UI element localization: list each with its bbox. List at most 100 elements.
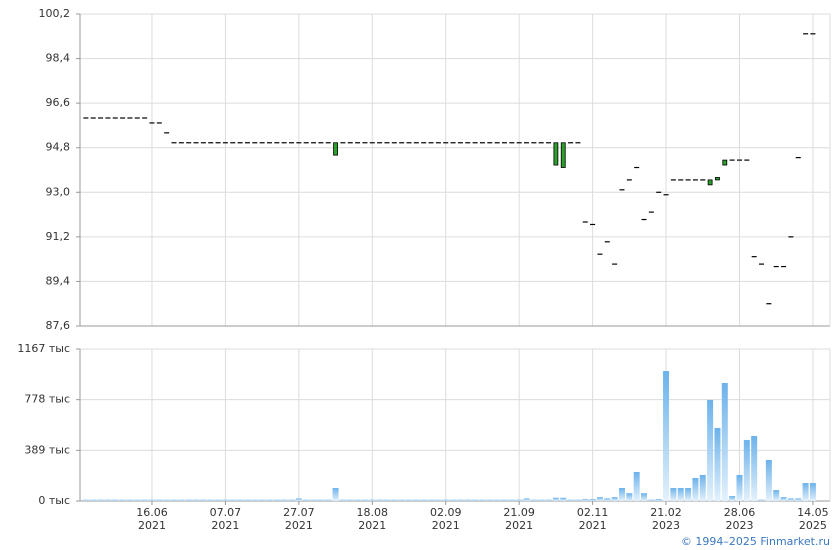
bar xyxy=(787,498,794,501)
bar xyxy=(699,474,706,501)
bar xyxy=(641,493,648,501)
bar xyxy=(773,490,780,501)
bar xyxy=(134,499,141,501)
bar xyxy=(780,497,787,501)
bar xyxy=(295,498,302,501)
bar xyxy=(171,499,177,501)
bar xyxy=(229,499,236,501)
bar xyxy=(435,499,442,501)
bar xyxy=(721,382,728,501)
bar xyxy=(428,499,435,501)
bar xyxy=(479,499,486,501)
x-tick-label: 07.07 2021 xyxy=(210,506,242,532)
bar xyxy=(501,499,508,501)
bar xyxy=(450,499,457,501)
bar xyxy=(516,499,523,501)
y-tick-label: 91,2 xyxy=(46,230,71,243)
bar xyxy=(795,498,802,501)
bar xyxy=(809,483,816,501)
bar xyxy=(347,499,354,501)
bar xyxy=(626,493,633,501)
bar xyxy=(472,499,479,501)
bar xyxy=(163,499,170,501)
bar xyxy=(611,497,618,501)
bar xyxy=(325,499,332,501)
bar xyxy=(126,499,133,501)
bar xyxy=(765,459,772,501)
bar xyxy=(707,399,714,501)
x-tick-label: 21.09 2021 xyxy=(503,506,535,532)
bar xyxy=(82,499,89,501)
bar xyxy=(486,499,493,501)
bar xyxy=(97,499,104,501)
y-tick-label: 87,6 xyxy=(46,319,71,332)
bar xyxy=(222,499,229,501)
bar xyxy=(288,499,295,501)
bar xyxy=(90,499,97,501)
y-tick-label: 1167 тыс xyxy=(17,342,70,355)
y-tick-label: 93,0 xyxy=(46,185,71,198)
bar xyxy=(332,487,339,501)
bar xyxy=(251,499,258,501)
bar xyxy=(104,499,111,501)
bar xyxy=(376,499,383,501)
bar xyxy=(185,499,192,501)
bar xyxy=(802,483,809,501)
bar xyxy=(119,499,126,501)
x-tick-label: 18.08 2021 xyxy=(357,506,389,532)
bar xyxy=(523,498,530,501)
x-tick-label: 02.09 2021 xyxy=(430,506,462,532)
x-tick-label: 27.07 2021 xyxy=(283,506,315,532)
bar xyxy=(729,496,736,501)
bar xyxy=(303,499,310,501)
bar xyxy=(391,499,398,501)
bar xyxy=(273,499,280,501)
bar xyxy=(663,371,670,501)
bar xyxy=(618,487,625,501)
y-tick-label: 0 тыс xyxy=(38,494,70,507)
bar xyxy=(685,487,692,501)
y-tick-label: 98,4 xyxy=(46,52,71,65)
bar xyxy=(464,499,471,501)
candle xyxy=(560,142,566,168)
candle xyxy=(333,142,338,156)
bar xyxy=(259,499,266,501)
bar xyxy=(692,477,699,501)
bar xyxy=(112,499,119,501)
bar xyxy=(714,427,721,501)
bar xyxy=(141,499,148,501)
x-tick-label: 21.02 2023 xyxy=(650,506,682,532)
bar xyxy=(244,499,251,501)
bar xyxy=(589,499,596,501)
footer: © 1994–2025 Finmarket.ru xyxy=(681,535,830,548)
bar xyxy=(538,499,545,501)
y-tick-label: 89,4 xyxy=(46,274,71,287)
bar xyxy=(156,499,163,501)
candle xyxy=(722,159,728,166)
bar xyxy=(677,487,684,501)
bar xyxy=(361,499,368,501)
bar xyxy=(545,499,552,501)
bar xyxy=(237,499,244,501)
bar xyxy=(339,499,346,501)
bar xyxy=(281,499,288,501)
bar xyxy=(193,499,200,501)
bar xyxy=(310,499,317,501)
candle xyxy=(553,142,559,166)
bar xyxy=(552,497,559,501)
bar xyxy=(604,498,611,501)
bar xyxy=(369,499,376,501)
x-tick-label: 02.11 2021 xyxy=(577,506,609,532)
bar xyxy=(758,499,765,501)
bar xyxy=(530,499,537,501)
x-tick-label: 16.06 2021 xyxy=(136,506,168,532)
bar xyxy=(596,497,603,501)
candle xyxy=(715,177,720,181)
bar xyxy=(178,499,185,501)
candle xyxy=(707,179,713,186)
bar xyxy=(457,499,464,501)
bar xyxy=(633,471,640,501)
bar xyxy=(413,499,420,501)
